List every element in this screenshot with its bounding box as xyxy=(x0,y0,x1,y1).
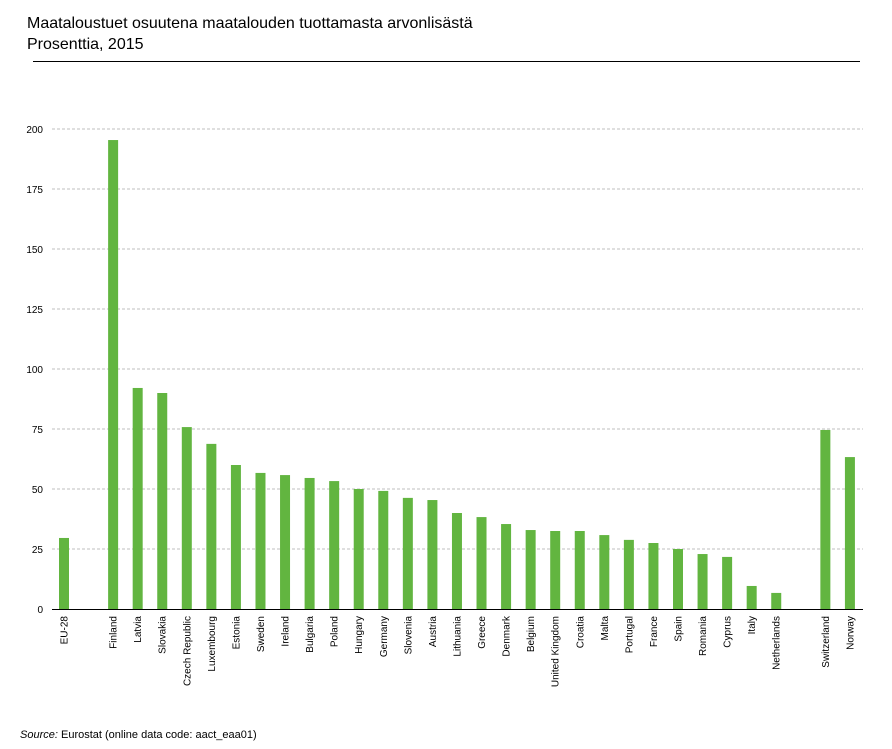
x-tick-label: Bulgaria xyxy=(305,616,316,653)
x-tick-label: Netherlands xyxy=(772,616,783,670)
bar-denmark xyxy=(501,524,512,609)
y-tick-label: 200 xyxy=(26,125,43,136)
bar-ireland xyxy=(280,475,291,609)
y-tick-label: 75 xyxy=(32,425,44,436)
bar-finland xyxy=(108,140,119,610)
bar-slovenia xyxy=(402,497,413,609)
bar-luxembourg xyxy=(206,443,217,609)
x-tick-label: Estonia xyxy=(231,616,242,650)
x-tick-label: Romania xyxy=(698,616,709,656)
x-tick-label: Switzerland xyxy=(821,616,832,668)
bar-belgium xyxy=(525,530,536,609)
x-tick-label: Austria xyxy=(428,616,439,648)
y-tick-label: 25 xyxy=(32,545,44,556)
x-tick-label: Croatia xyxy=(575,616,586,649)
bar-croatia xyxy=(574,531,585,609)
chart-title: Maataloustuet osuutena maatalouden tuott… xyxy=(27,15,473,32)
x-tick-label: Belgium xyxy=(526,616,537,652)
x-tick-label: Cyprus xyxy=(723,616,734,648)
x-tick-label: Slovenia xyxy=(403,616,414,655)
chart-title-block: Maataloustuet osuutena maatalouden tuott… xyxy=(27,13,473,55)
title-divider xyxy=(33,61,860,62)
bar-malta xyxy=(599,535,610,609)
x-tick-label: Lithuania xyxy=(452,616,463,657)
x-tick-label: Spain xyxy=(674,616,685,642)
x-tick-label: France xyxy=(649,616,660,648)
x-tick-label: Hungary xyxy=(354,616,365,654)
bar-france xyxy=(648,543,659,609)
bar-united-kingdom xyxy=(550,531,561,609)
x-tick-label: Finland xyxy=(109,616,120,649)
bar-sweden xyxy=(255,472,266,609)
source-label: Source: xyxy=(20,729,58,741)
bar-germany xyxy=(378,490,389,609)
x-tick-label: Italy xyxy=(747,616,758,634)
bar-estonia xyxy=(230,465,241,609)
x-tick-label: Greece xyxy=(477,616,488,649)
bar-lithuania xyxy=(451,513,462,609)
x-tick-label: EU-28 xyxy=(60,616,71,645)
bar-switzerland xyxy=(820,429,831,609)
bar-bulgaria xyxy=(304,477,315,609)
x-tick-label: United Kingdom xyxy=(551,616,562,687)
bar-eu-28 xyxy=(59,537,69,609)
bar-czech-republic xyxy=(181,427,192,609)
bar-portugal xyxy=(623,539,634,609)
y-tick-label: 175 xyxy=(26,185,43,196)
x-tick-label: Portugal xyxy=(624,616,635,653)
x-tick-label: Poland xyxy=(330,616,341,647)
source-note: Source: Eurostat (online data code: aact… xyxy=(20,729,257,741)
x-tick-label: Luxembourg xyxy=(207,616,218,672)
y-tick-label: 50 xyxy=(32,485,44,496)
bar-italy xyxy=(746,585,757,609)
bar-greece xyxy=(476,517,487,609)
bar-hungary xyxy=(353,489,364,609)
bar-netherlands xyxy=(771,592,782,609)
bar-austria xyxy=(427,500,438,609)
bar-latvia xyxy=(132,387,143,609)
x-tick-label: Czech Republic xyxy=(182,616,193,686)
chart-subtitle: Prosenttia, 2015 xyxy=(27,36,144,53)
source-text: Eurostat (online data code: aact_eaa01) xyxy=(60,729,257,741)
bar-poland xyxy=(329,481,340,609)
y-tick-label: 125 xyxy=(26,305,43,316)
x-tick-label: Denmark xyxy=(502,615,513,657)
bar-cyprus xyxy=(722,556,733,609)
x-tick-label: Ireland xyxy=(281,616,292,647)
x-tick-label: Germany xyxy=(379,616,390,657)
y-tick-label: 150 xyxy=(26,245,43,256)
x-tick-label: Latvia xyxy=(133,616,144,643)
y-tick-label: 100 xyxy=(26,365,43,376)
y-tick-label: 0 xyxy=(37,605,43,616)
x-tick-label: Slovakia xyxy=(158,616,169,654)
x-tick-label: Malta xyxy=(600,616,611,641)
x-tick-label: Norway xyxy=(845,616,856,650)
bar-romania xyxy=(697,554,708,609)
bar-spain xyxy=(673,549,683,609)
bar-norway xyxy=(844,457,855,609)
x-tick-label: Sweden xyxy=(256,616,267,652)
bar-slovakia xyxy=(157,393,168,609)
